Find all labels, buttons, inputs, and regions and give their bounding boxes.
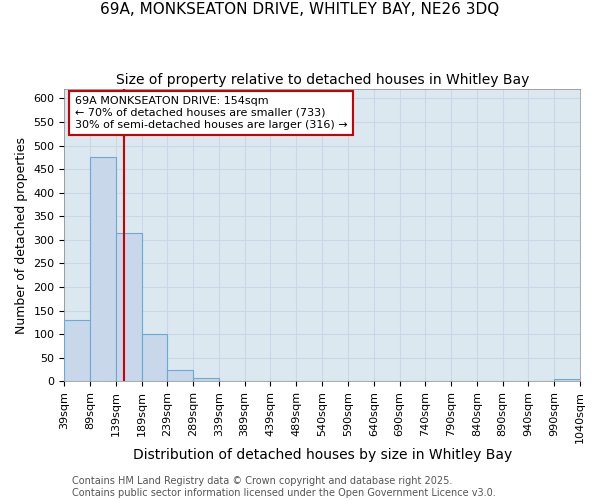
- Y-axis label: Number of detached properties: Number of detached properties: [15, 136, 28, 334]
- Bar: [142, 334, 167, 382]
- Bar: [64, 320, 90, 382]
- Bar: [554, 380, 580, 382]
- Bar: [193, 378, 219, 382]
- X-axis label: Distribution of detached houses by size in Whitley Bay: Distribution of detached houses by size …: [133, 448, 512, 462]
- Bar: [167, 370, 193, 382]
- Text: Contains HM Land Registry data © Crown copyright and database right 2025.
Contai: Contains HM Land Registry data © Crown c…: [72, 476, 496, 498]
- Bar: [90, 158, 116, 382]
- Bar: [116, 233, 142, 382]
- Text: 69A MONKSEATON DRIVE: 154sqm
← 70% of detached houses are smaller (733)
30% of s: 69A MONKSEATON DRIVE: 154sqm ← 70% of de…: [75, 96, 347, 130]
- Text: 69A, MONKSEATON DRIVE, WHITLEY BAY, NE26 3DQ: 69A, MONKSEATON DRIVE, WHITLEY BAY, NE26…: [100, 2, 500, 18]
- Title: Size of property relative to detached houses in Whitley Bay: Size of property relative to detached ho…: [116, 72, 529, 86]
